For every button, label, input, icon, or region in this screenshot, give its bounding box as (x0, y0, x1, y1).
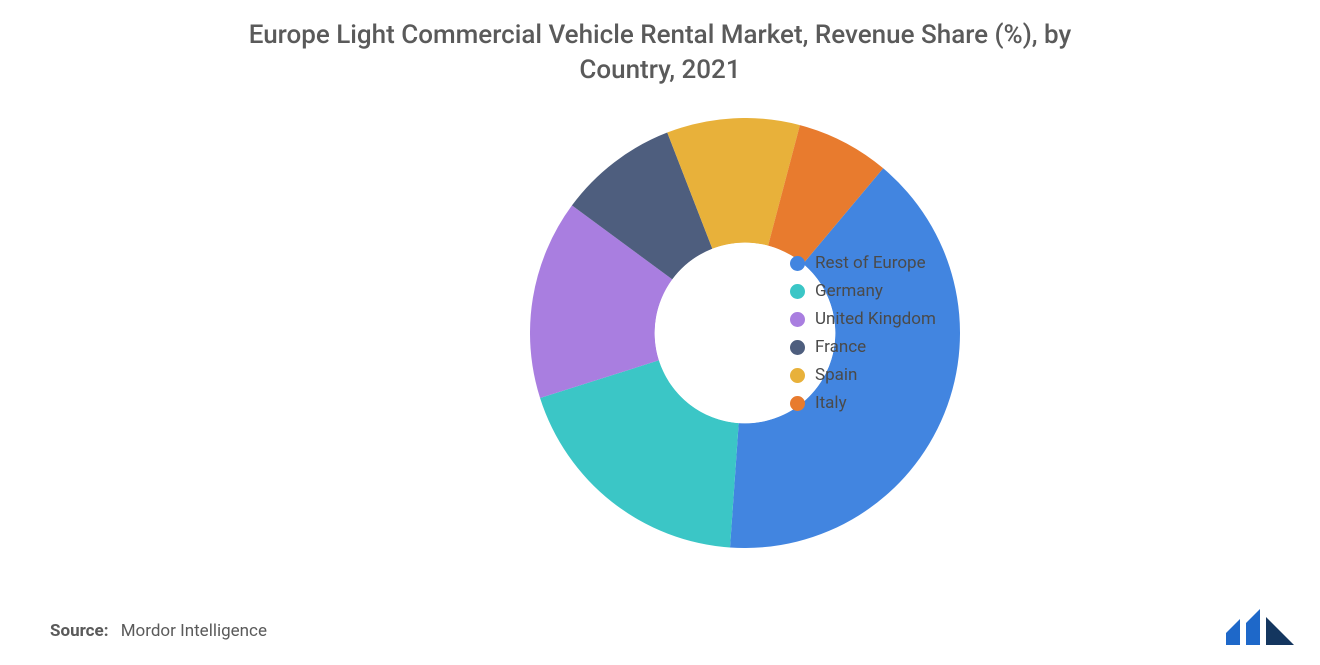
legend-label: Spain (815, 365, 857, 385)
source-text: Mordor Intelligence (121, 621, 267, 641)
brand-logo (1224, 609, 1296, 647)
legend-swatch (790, 256, 805, 271)
legend-label: Germany (815, 281, 883, 301)
legend-label: United Kingdom (815, 309, 936, 329)
source-label: Source: (50, 621, 108, 641)
title-line-1: Europe Light Commercial Vehicle Rental M… (249, 20, 1072, 50)
chart-area: Rest of Europe Germany United Kingdom Franc… (0, 118, 1320, 548)
legend-item: Spain (790, 365, 936, 385)
legend-item: Rest of Europe (790, 253, 936, 273)
logo-bar-1 (1226, 619, 1240, 645)
legend-swatch (790, 312, 805, 327)
legend-label: Italy (815, 393, 847, 413)
chart-title: Europe Light Commercial Vehicle Rental M… (110, 0, 1210, 88)
legend-item: France (790, 337, 936, 357)
legend: Rest of Europe Germany United Kingdom Franc… (790, 253, 936, 413)
legend-item: Germany (790, 281, 936, 301)
logo-svg (1224, 609, 1296, 647)
source-attribution: Source: Mordor Intelligence (50, 621, 267, 641)
legend-swatch (790, 340, 805, 355)
legend-swatch (790, 396, 805, 411)
legend-item: Italy (790, 393, 936, 413)
legend-item: United Kingdom (790, 309, 936, 329)
logo-bar-2 (1246, 609, 1260, 645)
legend-swatch (790, 284, 805, 299)
title-line-2: Country, 2021 (579, 55, 740, 85)
legend-label: Rest of Europe (815, 253, 926, 273)
legend-label: France (815, 337, 866, 357)
logo-bar-3 (1266, 617, 1294, 645)
legend-swatch (790, 368, 805, 383)
